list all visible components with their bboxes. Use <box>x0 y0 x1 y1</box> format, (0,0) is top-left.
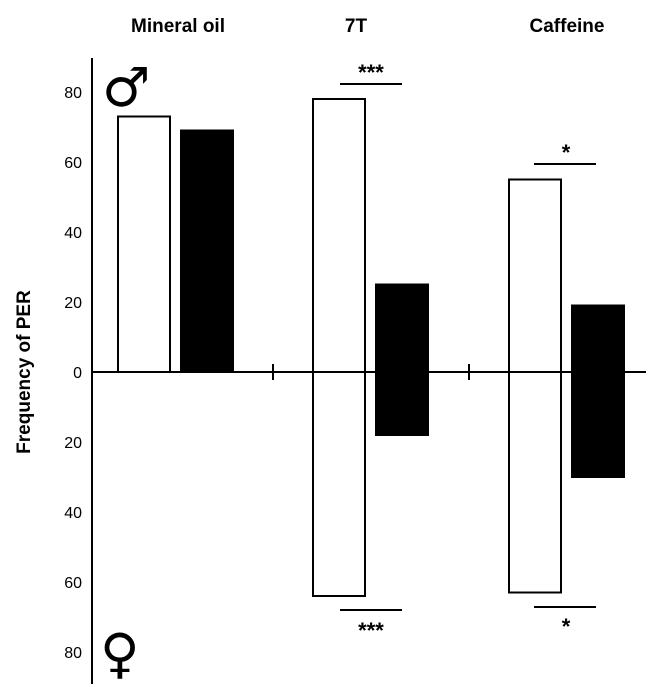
y-tick-label-female-60: 60 <box>64 575 82 592</box>
bar-7t-male-treated <box>375 283 429 373</box>
bar-caffeine-female-control <box>508 371 562 594</box>
bar-caffeine-female-treated <box>571 371 625 478</box>
sig-label-caffeine-male: * <box>562 140 571 165</box>
female-symbol-icon: ♀ <box>100 622 140 684</box>
y-axis-title: Frequency of PER <box>14 290 35 454</box>
bar-7t-female-control <box>312 371 366 597</box>
y-tick-label-female-40: 40 <box>64 505 82 522</box>
bar-7t-female-treated <box>375 371 429 436</box>
y-tick-label-female-80: 80 <box>64 645 82 662</box>
group-label-7t: 7T <box>345 16 368 37</box>
group-label-mineral-oil: Mineral oil <box>131 16 225 37</box>
y-tick-label-zero: 0 <box>73 365 82 382</box>
bar-caffeine-male-treated <box>571 304 625 373</box>
bar-mineral-oil-male-control <box>117 115 171 373</box>
bar-caffeine-male-control <box>508 178 562 373</box>
y-tick-label-female-20: 20 <box>64 435 82 452</box>
bar-mineral-oil-male-treated <box>180 129 234 373</box>
y-tick-label-male-20: 20 <box>64 295 82 312</box>
male-symbol-icon: ♂ <box>102 56 150 119</box>
y-tick-label-male-60: 60 <box>64 155 82 172</box>
y-tick-label-male-80: 80 <box>64 85 82 102</box>
y-tick-label-male-40: 40 <box>64 225 82 242</box>
sig-label-7t-female: *** <box>358 618 384 643</box>
sig-label-caffeine-female: * <box>562 614 571 639</box>
group-label-caffeine: Caffeine <box>530 16 605 37</box>
bars-group <box>117 98 625 597</box>
bar-7t-male-control <box>312 98 366 373</box>
sig-label-7t-male: *** <box>358 60 384 85</box>
